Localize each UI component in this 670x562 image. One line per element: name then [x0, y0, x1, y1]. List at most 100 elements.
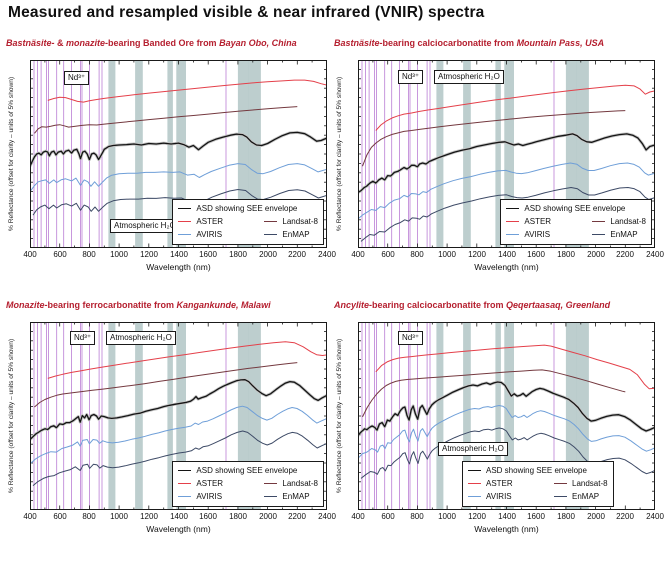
panel-title-segment: -bearing ferrocarbonatite from	[44, 300, 177, 310]
panel-title-segment: monazite	[66, 38, 106, 48]
panel-title: Ancylite-bearing calciocarbonatite from …	[334, 300, 610, 310]
panel-title-segment: &	[54, 38, 67, 48]
plot-area: Nd³⁺ Atmospheric H₂O ASD showing SEE envel…	[358, 60, 655, 248]
h2o-absorption-band	[504, 60, 514, 248]
legend-label: EnMAP	[572, 492, 600, 501]
x-tick-label: 2200	[288, 250, 306, 259]
series-aviris	[30, 163, 327, 192]
legend-item: ASD showing SEE envelope	[178, 202, 297, 215]
x-axis-label: Wavelength (nm)	[474, 262, 539, 272]
legend-box: ASD showing SEE envelope ASTER Landsat-8 AV…	[462, 461, 614, 507]
series-landsat	[34, 362, 298, 408]
x-tick-label: 1600	[199, 250, 217, 259]
h2o-absorption-band	[237, 322, 249, 510]
x-tick-label: 2000	[587, 250, 605, 259]
legend-row: AVIRIS EnMAP	[178, 228, 318, 241]
x-tick-label: 1200	[140, 512, 158, 521]
series-aviris	[358, 405, 655, 459]
legend-label: EnMAP	[282, 492, 310, 501]
x-tick-label: 1600	[199, 512, 217, 521]
legend-item: AVIRIS	[468, 490, 554, 503]
x-tick-label: 1800	[557, 512, 575, 521]
legend-row: AVIRIS EnMAP	[506, 228, 646, 241]
x-tick-label: 1200	[140, 250, 158, 259]
nd-ion-label: Nd³⁺	[398, 70, 424, 84]
legend-label: ASTER	[524, 217, 552, 226]
panel-bayan-obo: Bastnäsite- & monazite-bearing Banded Or…	[2, 38, 336, 296]
legend-row: ASD showing SEE envelope	[178, 464, 318, 477]
x-tick-label: 600	[53, 512, 67, 521]
legend-line-swatch	[178, 483, 192, 484]
x-tick-label: 2000	[259, 250, 277, 259]
legend-item: EnMAP	[554, 490, 599, 503]
legend-label: ASD showing SEE envelope	[196, 466, 298, 475]
x-tick-label: 1000	[438, 250, 456, 259]
plot-svg	[30, 322, 327, 510]
h2o-absorption-band	[176, 322, 186, 510]
x-tick-label: 1000	[110, 512, 128, 521]
legend-row: ASD showing SEE envelope	[178, 202, 318, 215]
panel-title: Bastnäsite-bearing calciocarbonatite fro…	[334, 38, 604, 48]
panel-title: Monazite-bearing ferrocarbonatite from K…	[6, 300, 271, 310]
legend-label: ASTER	[196, 217, 224, 226]
figure-title: Measured and resampled visible & near in…	[8, 4, 485, 21]
legend-label: ASTER	[196, 479, 224, 488]
x-tick-label: 600	[381, 250, 395, 259]
atmospheric-h2o-label: Atmospheric H₂O	[434, 70, 504, 84]
legend-item: AVIRIS	[506, 228, 592, 241]
x-tick-label: 2400	[646, 512, 664, 521]
legend-line-swatch	[554, 496, 567, 497]
x-tick-label: 800	[410, 512, 424, 521]
panel-title-segment: -bearing calciocarbonatite from	[369, 300, 507, 310]
legend-item: EnMAP	[264, 490, 310, 503]
legend-line-swatch	[468, 496, 481, 497]
atmospheric-h2o-label: Atmospheric H₂O	[106, 331, 176, 345]
x-tick-label: 2000	[259, 512, 277, 521]
x-tick-label: 2200	[616, 250, 634, 259]
x-axis-label: Wavelength (nm)	[146, 262, 211, 272]
legend-label: AVIRIS	[196, 230, 223, 239]
series-aviris	[30, 405, 327, 465]
plot-frame	[358, 322, 655, 510]
x-tick-label: 2200	[616, 512, 634, 521]
plot-area: Nd³⁺ Atmospheric H₂O ASD showing SEE envel…	[358, 322, 655, 510]
x-tick-label: 1400	[170, 250, 188, 259]
plot-svg	[358, 322, 655, 510]
h2o-absorption-band	[436, 60, 444, 248]
legend-line-swatch	[178, 208, 192, 209]
h2o-absorption-band	[167, 60, 173, 248]
legend-label: AVIRIS	[196, 492, 223, 501]
x-tick-label: 1200	[468, 512, 486, 521]
h2o-absorption-band	[495, 60, 501, 248]
legend-label: AVIRIS	[524, 230, 551, 239]
atmospheric-h2o-label: Atmospheric H₂O	[110, 219, 180, 233]
legend-line-swatch	[592, 221, 606, 222]
x-tick-label: 600	[53, 250, 67, 259]
x-tick-label: 1800	[229, 512, 247, 521]
legend-row: ASTER Landsat-8	[468, 477, 608, 490]
legend-item: AVIRIS	[178, 228, 264, 241]
legend-line-swatch	[506, 208, 520, 209]
panel-title-segment: Kangankunde, Malawi	[176, 300, 271, 310]
h2o-absorption-band	[135, 322, 143, 510]
x-tick-label: 400	[351, 250, 365, 259]
series-asd	[358, 133, 655, 194]
plot-area: Nd³⁺ Atmospheric H₂O ASD showing SEE envel…	[30, 60, 327, 248]
y-axis-label: % Reflectance (offset for clarity – unit…	[336, 76, 343, 232]
legend-line-swatch	[506, 221, 520, 222]
legend-row: AVIRIS EnMAP	[468, 490, 608, 503]
legend-label: Landsat-8	[572, 479, 608, 488]
series-enmap	[32, 430, 327, 486]
legend-label: Landsat-8	[282, 479, 318, 488]
legend-box: ASD showing SEE envelope ASTER Landsat-8 AV…	[172, 461, 324, 507]
series-asd	[30, 379, 327, 440]
legend-label: EnMAP	[282, 230, 310, 239]
nd-ion-label: Nd³⁺	[398, 331, 424, 345]
x-tick-label: 1400	[170, 512, 188, 521]
h2o-absorption-band	[135, 60, 143, 248]
series-aster	[47, 341, 327, 379]
legend-row: ASD showing SEE envelope	[506, 202, 646, 215]
h2o-absorption-band	[176, 60, 186, 248]
panel-title-segment: Bastnäsite-	[6, 38, 55, 48]
plot-frame	[358, 60, 655, 248]
